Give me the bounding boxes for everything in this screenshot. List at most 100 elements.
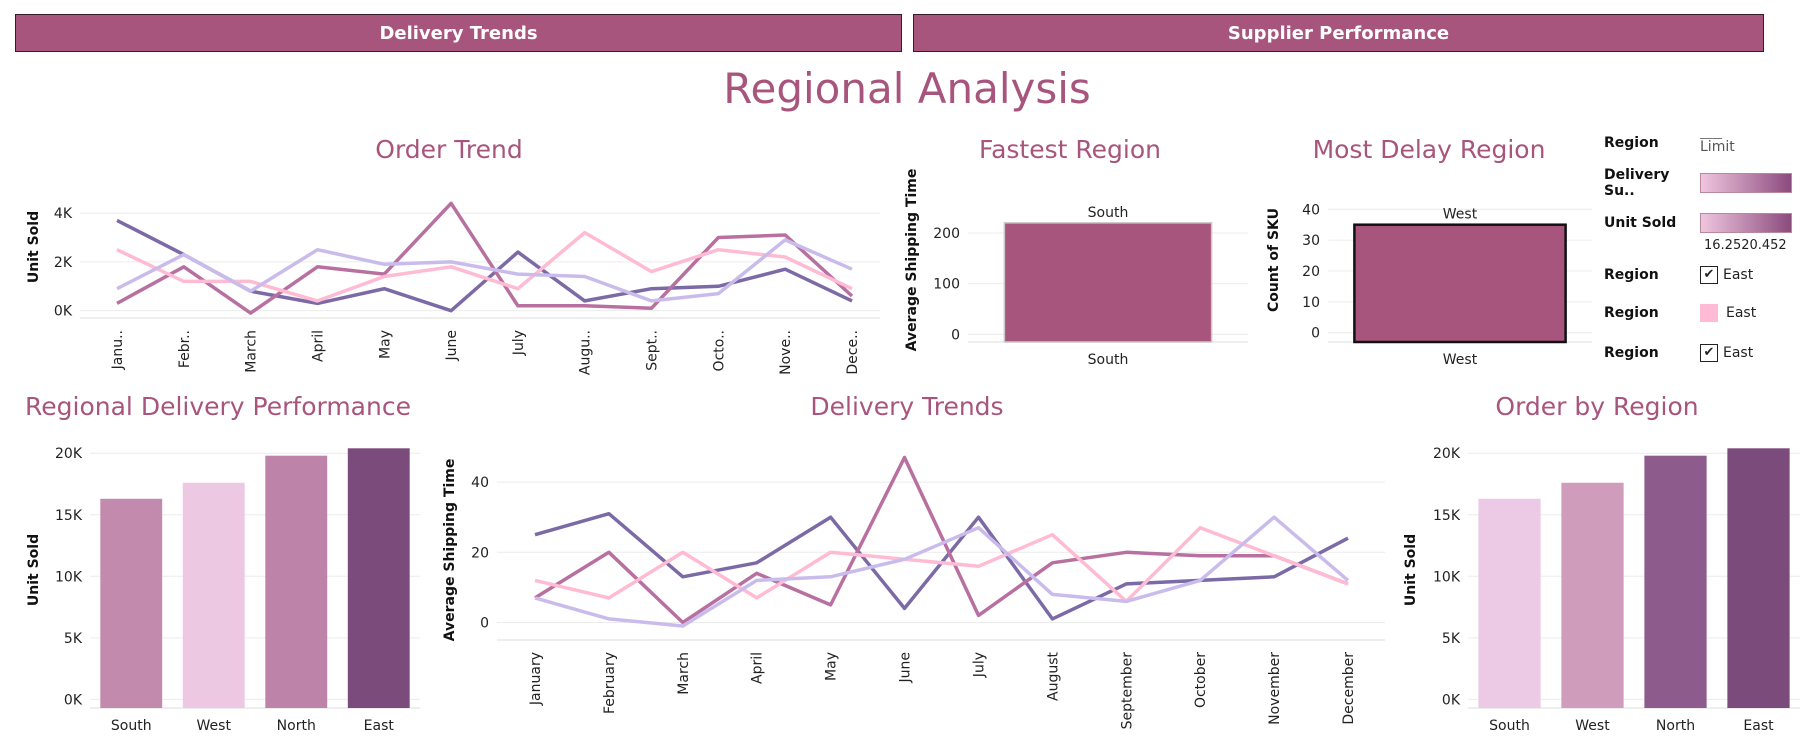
delivery-trends-y-tick: 20 [471, 545, 489, 561]
order-trend-x-tick: April [310, 330, 326, 362]
most-delay-region-y-tick: 0 [1311, 326, 1320, 342]
legend-limit-label: Limit [1700, 139, 1735, 155]
order-trend-x-tick: Janu.. [110, 330, 126, 370]
regional-delivery-x-tick: South [111, 718, 152, 734]
order-trend-title: Order Trend [375, 135, 522, 164]
legend-region-2-value: East [1726, 305, 1757, 321]
regional-delivery-x-tick: East [364, 718, 395, 734]
order-trend-x-tick: July [511, 330, 527, 356]
regional-delivery-title: Regional Delivery Performance [25, 392, 411, 421]
most-delay-region-bar-west [1353, 223, 1567, 344]
order-trend-x-tick: March [244, 330, 260, 373]
order-trend-y-tick: 4K [54, 206, 73, 222]
most-delay-region-y-axis-label: Count of SKU [1266, 208, 1282, 312]
east-color-swatch [1700, 304, 1718, 322]
legend-region-2-title: Region [1604, 305, 1659, 321]
order-trend-series-line-4 [116, 238, 853, 303]
east-checkbox-3[interactable]: ✔ [1700, 344, 1718, 362]
order-by-region-y-tick: 15K [1433, 508, 1461, 524]
legend-region-limit: Region Limit [1604, 132, 1735, 155]
regional-delivery-bar-north [265, 455, 328, 708]
legend-region-filter-3: Region ✔ East [1604, 342, 1753, 364]
fastest-region-data-label: South [1088, 205, 1129, 221]
order-by-region-bar-east [1727, 448, 1790, 708]
most-delay-region-y-tick: 40 [1302, 202, 1320, 218]
delivery-trends-x-tick: October [1193, 652, 1209, 708]
order-trend-series-line-3 [116, 230, 853, 303]
limit-line-icon [1700, 137, 1722, 139]
regional-delivery-bar-south [100, 498, 163, 708]
limit-wrap [1700, 137, 1722, 149]
order-by-region-bar-west [1561, 482, 1624, 708]
delivery-trends-x-tick: February [602, 652, 618, 714]
order-trend-x-tick: Sept.. [645, 330, 661, 371]
order-by-region-y-axis-label: Unit Sold [1403, 534, 1419, 606]
legend-region-3-title: Region [1604, 345, 1659, 361]
order-trend-x-tick: May [377, 330, 393, 359]
delivery-trends-x-tick: June [898, 652, 914, 684]
most-delay-region-y-tick: 10 [1302, 295, 1320, 311]
most-delay-region-data-label: West [1443, 207, 1478, 223]
regional-delivery-y-axis-label: Unit Sold [26, 534, 42, 606]
delivery-trends-x-tick: December [1341, 652, 1357, 725]
regional-delivery-y-tick: 20K [55, 446, 83, 462]
delivery-trends-x-tick: July [971, 652, 987, 678]
order-by-region-bar-north [1644, 455, 1707, 708]
order-by-region-x-tick: East [1743, 718, 1774, 734]
most-delay-region-title: Most Delay Region [1313, 135, 1546, 164]
legend-region-1-value: East [1723, 267, 1754, 283]
most-delay-region-x-tick: West [1443, 352, 1478, 368]
most-delay-region-y-tick: 30 [1302, 233, 1320, 249]
legend-unit-sold: Unit Sold [1604, 212, 1792, 234]
regional-delivery-x-tick: West [197, 718, 232, 734]
order-trend-x-tick: Nove.. [778, 330, 794, 375]
fastest-region-x-tick: South [1088, 352, 1129, 368]
order-trend-x-tick: Febr.. [177, 330, 193, 368]
order-by-region-title: Order by Region [1495, 392, 1698, 421]
delivery-trends-x-tick: September [1119, 652, 1135, 730]
fastest-region-y-tick: 200 [933, 226, 960, 242]
order-trend-x-tick: June [444, 330, 460, 362]
delivery-trends-title: Delivery Trends [810, 392, 1003, 421]
delivery-trends-y-axis-label: Average Shipping Time [442, 459, 458, 642]
delivery-trends-x-tick: April [750, 652, 766, 684]
legend-delivery-label: Delivery Su.. [1604, 167, 1670, 199]
fastest-region-bar-south [1003, 222, 1213, 343]
delivery-trends-series-line-4 [534, 515, 1350, 628]
fastest-region-y-tick: 100 [933, 277, 960, 293]
regional-delivery-y-tick: 5K [64, 631, 83, 647]
order-by-region-x-tick: North [1656, 718, 1695, 734]
delivery-trends-x-tick: August [1045, 651, 1061, 701]
order-by-region-y-tick: 20K [1433, 446, 1461, 462]
delivery-trends-series-line-2 [534, 455, 1349, 625]
delivery-trends-x-tick: May [824, 652, 840, 681]
regional-delivery-x-tick: North [277, 718, 316, 734]
legend-region-3-value: East [1723, 345, 1754, 361]
order-trend-x-tick: Octo.. [711, 330, 727, 371]
order-by-region-bar-south [1478, 498, 1541, 708]
supplier-performance-nav-button[interactable]: Supplier Performance [913, 14, 1764, 52]
east-checkbox-1[interactable]: ✔ [1700, 266, 1718, 284]
regional-delivery-y-tick: 0K [64, 692, 83, 708]
order-by-region-y-tick: 5K [1442, 631, 1461, 647]
order-by-region-x-tick: South [1489, 718, 1530, 734]
delivery-trends-series-line-3 [534, 525, 1349, 604]
page-title: Regional Analysis [723, 64, 1091, 113]
delivery-trends-x-tick: March [676, 652, 692, 695]
order-trend-x-tick: Augu.. [578, 330, 594, 375]
regional-delivery-bar-west [182, 482, 245, 708]
unit-sold-gradient-swatch [1700, 213, 1792, 233]
delivery-trends-x-tick: November [1267, 652, 1283, 725]
legend-unit-sold-label: Unit Sold [1604, 215, 1677, 231]
order-by-region-x-tick: West [1575, 718, 1610, 734]
delivery-trends-nav-button[interactable]: Delivery Trends [15, 14, 902, 52]
delivery-trends-y-tick: 40 [471, 475, 489, 491]
most-delay-region-y-tick: 20 [1302, 264, 1320, 280]
order-trend-y-tick: 2K [54, 255, 73, 271]
unit-sold-range: 16.2520.452 [1704, 238, 1787, 253]
fastest-region-y-axis-label: Average Shipping Time [904, 169, 920, 352]
order-trend-x-tick: Dece.. [845, 330, 861, 375]
order-trend-series-line-2 [116, 201, 854, 315]
order-trend-y-tick: 0K [54, 304, 73, 320]
delivery-trends-y-tick: 0 [480, 615, 489, 631]
